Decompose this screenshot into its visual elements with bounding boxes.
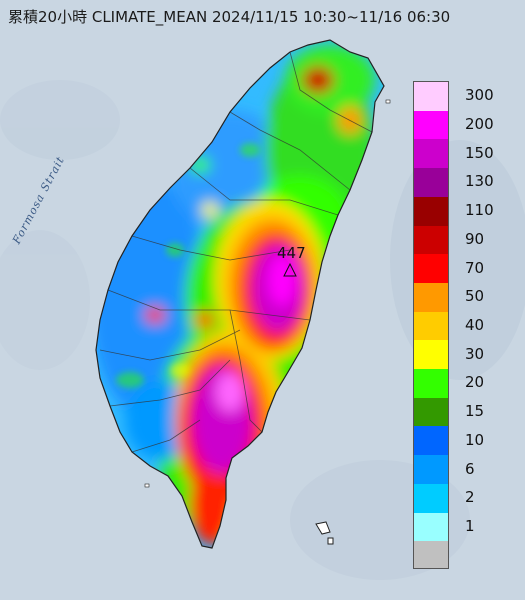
legend-swatch: [414, 397, 448, 427]
legend-swatch: [414, 369, 448, 399]
legend-label: 30: [465, 344, 485, 363]
legend-label: 15: [465, 402, 485, 421]
legend-swatch: [414, 82, 448, 111]
legend-label: 1: [465, 516, 475, 535]
legend-label: 90: [465, 229, 485, 248]
legend-label: 70: [465, 258, 485, 277]
legend-label: 110: [465, 201, 494, 220]
legend-label: 300: [465, 86, 494, 105]
legend-label: 6: [465, 459, 475, 478]
green-island: [315, 521, 331, 535]
legend-swatch: [414, 311, 448, 341]
map-title: 累積20小時 CLIMATE_MEAN 2024/11/15 10:30~11/…: [8, 8, 451, 26]
legend-swatch: [414, 483, 448, 513]
taiwan-coastline: [95, 39, 385, 549]
liuqiu-island: [144, 483, 150, 488]
legend-label: 150: [465, 143, 494, 162]
legend-swatch: [414, 340, 448, 370]
legend-label: 200: [465, 115, 494, 134]
legend-swatch: [414, 426, 448, 456]
guishan-island: [385, 99, 391, 104]
legend-swatch: [414, 455, 448, 485]
county-boundaries: [99, 51, 373, 453]
legend-swatch: [414, 139, 448, 169]
legend-label: 20: [465, 373, 485, 392]
orchid-island: [327, 537, 334, 545]
legend-colorbar: [413, 81, 449, 569]
legend-swatch: [414, 282, 448, 312]
legend-label: 2: [465, 488, 475, 507]
legend-swatch: [414, 196, 448, 226]
max-station-marker: [283, 262, 297, 277]
legend-label: 10: [465, 430, 485, 449]
legend-label: 40: [465, 316, 485, 334]
legend-swatch: [414, 168, 448, 198]
legend-label: 50: [465, 287, 485, 306]
legend-swatch: [414, 225, 448, 255]
legend-swatch: [414, 110, 448, 140]
legend-label: 130: [465, 172, 494, 191]
legend-swatch: [414, 512, 448, 542]
max-value-label: 447: [277, 244, 306, 262]
legend-swatch: [414, 254, 448, 284]
legend-swatch: [414, 541, 448, 568]
